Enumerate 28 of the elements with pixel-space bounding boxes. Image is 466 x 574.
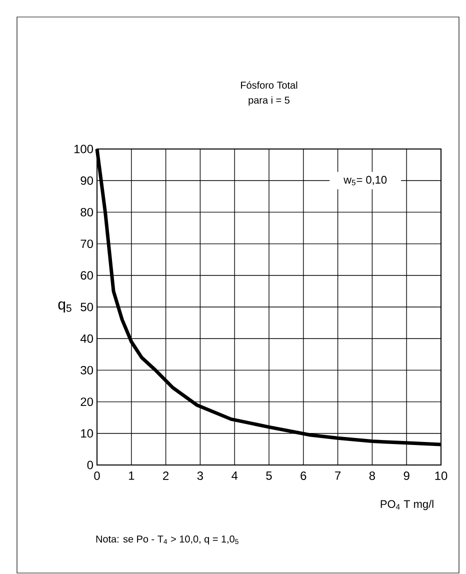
y-tick-label: 70 — [80, 240, 94, 248]
y-tick-label: 50 — [80, 302, 94, 312]
y-axis-title: q$_{5}$ — [58, 301, 72, 313]
y-tick-label: 60 — [80, 271, 94, 280]
x-tick-label: 3 — [197, 472, 203, 480]
y-tick-label: 0 — [87, 460, 94, 470]
x-tick-label: 7 — [335, 472, 341, 480]
y-tick-label: 90 — [80, 176, 94, 185]
x-tick-label: 6 — [300, 472, 306, 480]
y-tick-label: 80 — [80, 208, 94, 216]
y-tick-label: 30 — [80, 366, 94, 374]
annotation: w$_{5}$= 0,10 — [344, 176, 387, 186]
x-tick-label: 2 — [163, 472, 169, 480]
chart-subtitle: para i = 5 — [248, 96, 290, 106]
x-tick-label: 10 — [435, 472, 448, 480]
x-axis-title: PO$_{4}$ T mg/l — [380, 500, 434, 510]
y-tick-label: 40 — [80, 334, 94, 343]
x-tick-label: 1 — [128, 472, 134, 480]
text: Nota: se Po - T$_{4}$ > 10,0, q = 1,0$_{5}$ — [96, 535, 238, 544]
y-tick-label: 20 — [80, 398, 94, 406]
y-tick-label: 100 — [74, 144, 94, 154]
chart-title: Fósforo Total — [241, 81, 298, 89]
x-tick-label: 8 — [369, 472, 375, 480]
x-tick-label: 4 — [232, 472, 238, 480]
x-tick-label: 0 — [94, 472, 100, 480]
y-tick-label: 10 — [81, 429, 94, 438]
x-tick-label: 5 — [266, 472, 272, 480]
x-tick-label: 9 — [404, 472, 410, 480]
